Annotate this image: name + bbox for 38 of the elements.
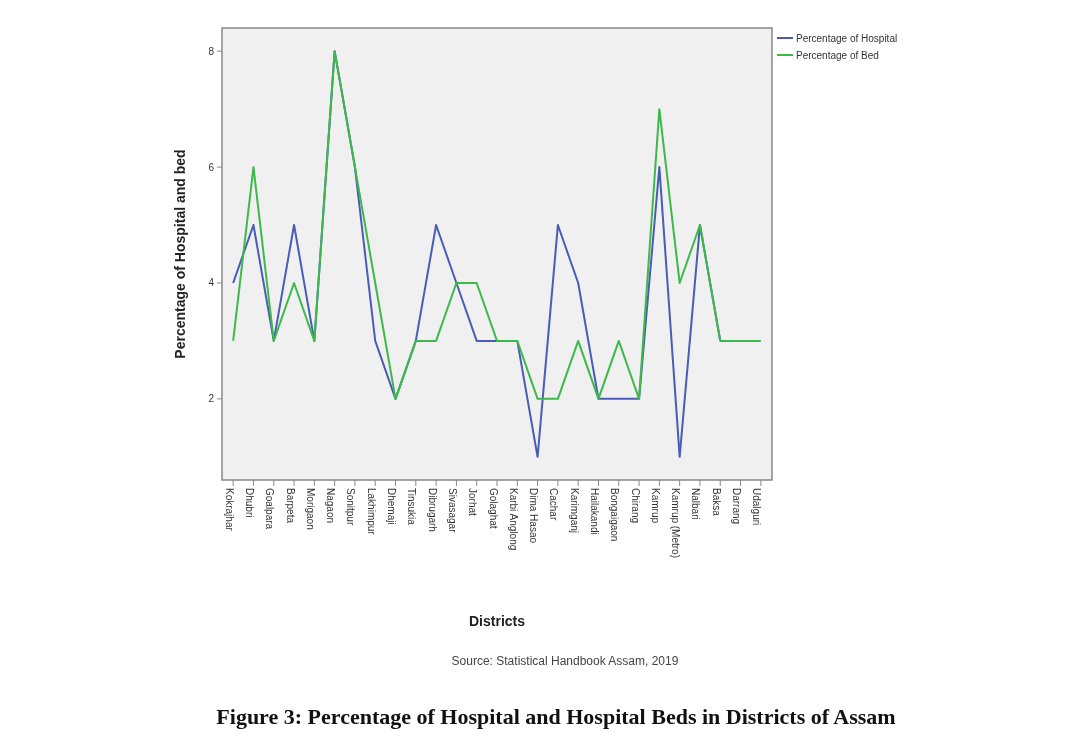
y-tick-label: 4 [208,277,215,289]
x-tick-label: Kokrajhar [223,488,235,532]
x-tick-label: Kamrup (Metro) [670,488,682,559]
y-tick-label: 8 [208,45,215,57]
x-tick-label: Golaghat [487,488,499,529]
x-tick-label: Barpeta [284,488,296,524]
legend-label: Percentage of Bed [796,49,879,61]
x-tick-label: Kamrup [649,488,661,524]
x-tick-label: Dibrugarh [426,488,438,532]
x-tick-label: Lakhimpur [365,488,377,536]
x-tick-label: Darrang [731,488,743,525]
y-axis-title: Percentage of Hospital and bed [172,149,188,359]
y-tick-label: 2 [208,393,215,405]
x-tick-label: Bongaigaon [609,488,621,542]
x-tick-label: Tinsukia [406,488,418,526]
x-tick-label: Karimganj [568,488,580,534]
x-tick-label: Chirang [629,488,641,524]
x-tick-label: Karbi Anglong [507,488,519,551]
x-tick-label: Dhemaji [386,488,398,525]
x-axis-title: Districts [468,613,526,629]
x-tick-label: Nagaon [325,488,337,524]
text: Figure 3: Percentage of Hospital and Hospital Beds in Districts of Assam [216,704,896,729]
line-series [232,50,762,400]
x-tick-label: Goalpara [264,488,276,530]
source-note: Source: Statistical Handbook Assam, 2019 [451,654,679,668]
y-tick-label: 6 [208,161,215,173]
x-tick-label: Sonitpur [345,488,357,526]
x-tick-label: Dima Hasao [528,488,540,544]
x-tick-label: Nalbari [690,488,702,520]
x-tick-label: Udalguri [751,488,763,526]
legend-label: Percentage of Hospital [796,32,898,44]
x-tick-label: Baksa [710,488,722,517]
x-tick-label: Sivasagar [446,488,458,534]
x-tick-label: Dhubri [243,488,255,518]
x-tick-label: Cachar [548,488,560,521]
x-tick-label: Jorhat [467,488,479,517]
x-tick-label: Morigaon [304,488,316,530]
x-tick-label: Hailakandi [588,488,600,535]
